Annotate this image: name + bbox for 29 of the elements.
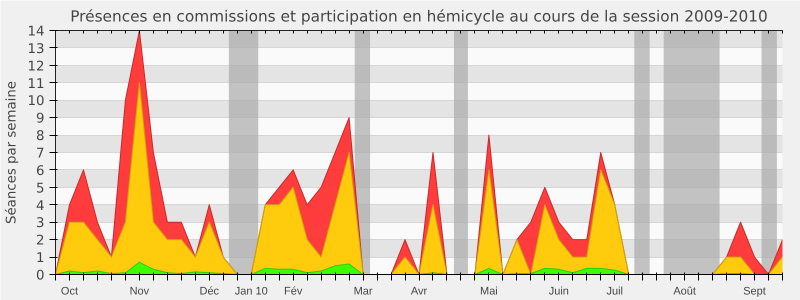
y-tick-label: 6 [36, 164, 45, 179]
y-tick-label: 8 [36, 129, 45, 144]
y-tick-label: 7 [36, 146, 45, 162]
x-tick-label: Nov [130, 286, 150, 298]
x-tick-label: Oct [60, 286, 78, 298]
x-tick-label: Jan 10 [234, 286, 268, 298]
y-tick-label: 9 [36, 112, 45, 127]
x-tick-label: Sept [743, 286, 766, 298]
y-axis-title: Séances par semaine [4, 81, 20, 224]
y-tick-label: 0 [36, 268, 45, 284]
x-tick-label: Déc [200, 286, 220, 298]
x-tick-label: Mar [354, 286, 373, 298]
x-tick-label: Juil [606, 286, 623, 298]
x-tick-label: Fév [284, 286, 303, 298]
y-tick-label: 14 [28, 24, 45, 40]
y-tick-label: 10 [28, 94, 45, 110]
y-tick-label: 12 [28, 59, 45, 74]
y-tick-label: 3 [36, 216, 45, 232]
x-tick-label: Juin [548, 286, 569, 298]
chart-title: Présences en commissions et participation en hémicycle au cours de la session 2009-2010 [70, 8, 768, 26]
y-tick-label: 11 [28, 76, 45, 92]
y-tick-label: 13 [28, 42, 45, 57]
y-tick-label: 4 [36, 198, 45, 214]
y-tick-label: 1 [36, 251, 45, 266]
y-tick-label: 2 [36, 234, 45, 249]
x-tick-label: Mai [480, 286, 498, 298]
y-tick-label: 5 [36, 181, 45, 196]
x-tick-label: Avr [410, 286, 428, 298]
x-tick-label: Août [673, 286, 696, 298]
